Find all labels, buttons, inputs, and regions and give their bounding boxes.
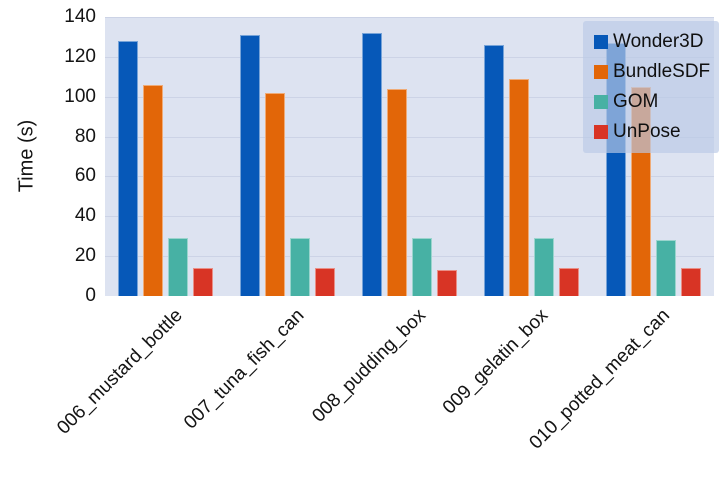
legend-label: Wonder3D (613, 31, 704, 52)
legend-swatch-icon (594, 95, 608, 109)
y-tick-label-40: 40 (74, 205, 96, 227)
legend-label: GOM (613, 91, 659, 112)
gridline-y80 (105, 136, 714, 138)
bar-unpose-010_potted_meat_can (680, 268, 701, 296)
bar-wonder3d-006_mustard_bottle (118, 40, 139, 296)
bar-gom-007_tuna_fish_can (290, 238, 311, 296)
y-axis-label: Time (s) (15, 119, 38, 193)
bar-gom-006_mustard_bottle (168, 238, 189, 296)
plot-area (105, 17, 714, 296)
bar-bundlesdf-006_mustard_bottle (143, 84, 164, 296)
gridline-y120 (105, 56, 714, 58)
legend-label: UnPose (613, 121, 681, 142)
legend-swatch-icon (594, 35, 608, 49)
x-tick-label-007_tuna_fish_can: 007_tuna_fish_can (180, 305, 309, 434)
legend-item-wonder3d: Wonder3D (594, 30, 709, 54)
x-tick-label-009_gelatin_box: 009_gelatin_box (438, 305, 553, 419)
bar-gom-009_gelatin_box (533, 238, 554, 296)
y-tick-label-100: 100 (64, 85, 96, 107)
bar-unpose-008_pudding_box (437, 270, 457, 296)
legend-item-unpose: UnPose (594, 120, 709, 144)
y-tick-label-140: 140 (64, 6, 96, 27)
x-tick-label-006_mustard_bottle: 006_mustard_bottle (53, 305, 187, 439)
x-tick-label-008_pudding_box: 008_pudding_box (308, 305, 431, 427)
bar-unpose-006_mustard_bottle (193, 268, 214, 296)
x-tick-label-010_potted_meat_can: 010_potted_meat_can (525, 305, 674, 454)
gridline-y100 (105, 96, 714, 98)
y-tick-label-120: 120 (64, 45, 96, 67)
bar-unpose-009_gelatin_box (558, 268, 579, 296)
bar-bundlesdf-009_gelatin_box (508, 78, 529, 296)
legend-label: BundleSDF (613, 61, 711, 82)
bar-wonder3d-008_pudding_box (362, 32, 382, 296)
bar-bundlesdf-008_pudding_box (387, 88, 407, 296)
gridline-y60 (105, 176, 714, 178)
y-tick-label-20: 20 (74, 245, 96, 267)
bar-gom-010_potted_meat_can (655, 240, 676, 296)
legend-item-bundlesdf: BundleSDF (594, 60, 711, 84)
legend-item-gom: GOM (594, 90, 709, 114)
bar-wonder3d-007_tuna_fish_can (240, 34, 261, 296)
bar-gom-008_pudding_box (412, 238, 432, 296)
bar-bundlesdf-007_tuna_fish_can (265, 92, 286, 296)
gridline-y140 (105, 17, 714, 18)
legend-swatch-icon (594, 65, 608, 79)
bar-wonder3d-009_gelatin_box (483, 44, 504, 296)
y-tick-label-80: 80 (74, 125, 96, 147)
legend: Wonder3D BundleSDF GOM UnPose (583, 21, 719, 153)
bar-unpose-007_tuna_fish_can (315, 268, 336, 296)
gridline-y40 (105, 216, 714, 218)
y-tick-label-0: 0 (85, 285, 96, 306)
legend-swatch-icon (594, 125, 608, 139)
gridline-y20 (105, 256, 714, 258)
y-tick-label-60: 60 (74, 165, 96, 187)
